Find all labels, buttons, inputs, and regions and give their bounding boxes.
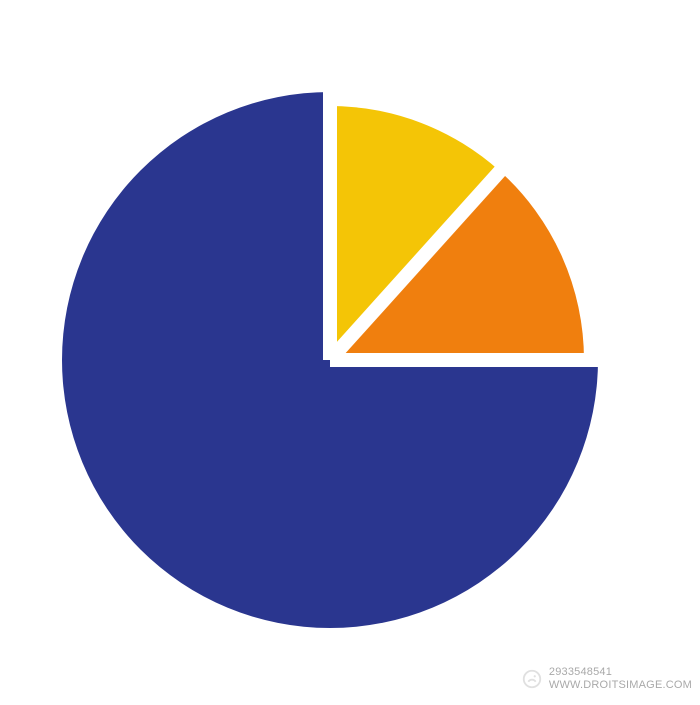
pie-chart — [0, 0, 700, 700]
